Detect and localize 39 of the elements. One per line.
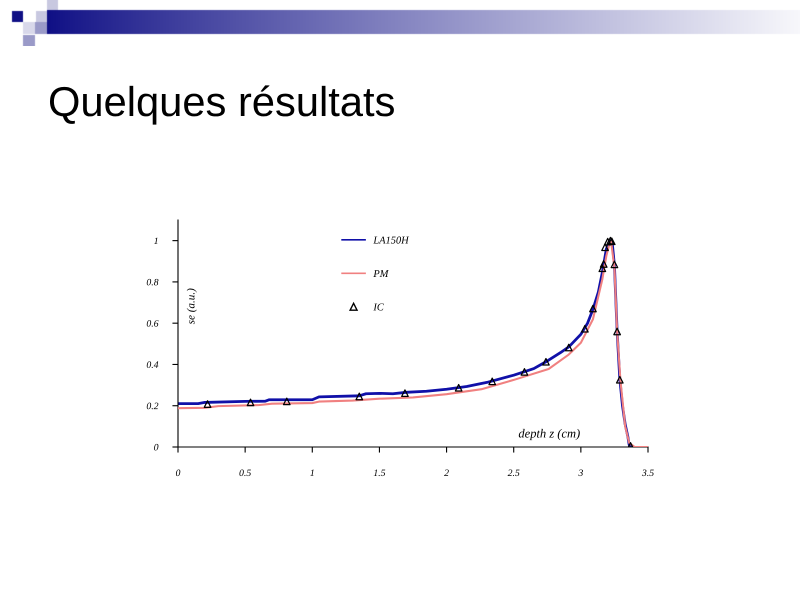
point	[542, 358, 550, 366]
x-tick-label: 2.5	[508, 470, 520, 476]
point	[581, 324, 589, 333]
y-tick-label: 0.8	[146, 278, 158, 286]
point	[613, 328, 621, 336]
chart-title: Quelques résultats	[50, 85, 394, 125]
point	[488, 377, 496, 386]
point	[282, 398, 291, 406]
x-tick-label: 0.5	[239, 470, 251, 476]
x-tick-label: 3	[578, 470, 583, 476]
x-tick-label: 0	[176, 470, 180, 476]
y-tick-label: 0.6	[146, 320, 159, 327]
point	[604, 238, 612, 246]
point	[246, 398, 254, 406]
point	[401, 389, 409, 398]
y-tick-label: 0	[154, 444, 158, 450]
y-tick-label: 0.2	[146, 402, 158, 410]
x-tick-label: 1.5	[374, 470, 386, 476]
x-tick-label: 3.5	[642, 470, 654, 476]
point	[610, 260, 618, 268]
point	[589, 304, 597, 312]
legend-label: PM	[373, 270, 389, 277]
point	[454, 384, 463, 392]
y-axis-title: se (a.u.)	[186, 288, 197, 324]
point	[600, 260, 608, 268]
x-tick-label: 1	[310, 470, 314, 476]
x-axis-title: depth z (cm)	[518, 428, 580, 440]
legend-label: LA150H	[373, 236, 410, 244]
x-tick-label: 2	[444, 470, 449, 476]
point	[616, 376, 624, 384]
point	[204, 400, 212, 408]
point	[564, 344, 573, 352]
point	[355, 392, 364, 400]
legend-label: IC	[373, 304, 384, 311]
point	[520, 368, 528, 376]
point	[601, 243, 609, 252]
point	[598, 264, 606, 272]
y-tick-label: 0.4	[146, 361, 158, 368]
y-tick-label: 1	[154, 238, 158, 244]
